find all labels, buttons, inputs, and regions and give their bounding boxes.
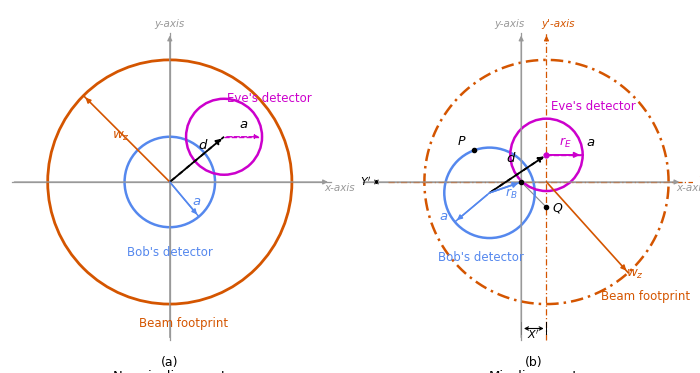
Text: $\mathbf{\mathit{P}}$: $\mathbf{\mathit{P}}$ xyxy=(456,135,466,148)
Text: y-axis: y-axis xyxy=(494,19,524,29)
Text: Beam footprint: Beam footprint xyxy=(139,317,228,330)
Text: $d$: $d$ xyxy=(506,151,517,165)
Text: x'-axis: x'-axis xyxy=(699,169,700,179)
Text: No misalignment: No misalignment xyxy=(113,370,226,373)
Text: (b): (b) xyxy=(525,355,542,369)
Text: $a$: $a$ xyxy=(239,118,248,131)
Text: $d$: $d$ xyxy=(198,138,209,153)
Text: $a$: $a$ xyxy=(586,136,596,149)
Text: Bob's detector: Bob's detector xyxy=(438,251,524,264)
Text: Beam footprint: Beam footprint xyxy=(601,289,690,303)
Text: Misalignment: Misalignment xyxy=(489,370,579,373)
Text: Eve's detector: Eve's detector xyxy=(551,100,636,113)
Text: y-axis: y-axis xyxy=(155,19,185,29)
Text: x-axis: x-axis xyxy=(325,183,355,193)
Text: $w_z$: $w_z$ xyxy=(626,268,645,281)
Text: x-axis: x-axis xyxy=(676,183,700,193)
Text: Eve's detector: Eve's detector xyxy=(227,93,312,106)
Text: $a$: $a$ xyxy=(440,210,449,223)
Text: $a$: $a$ xyxy=(192,195,201,207)
Text: $\mathbf{\mathit{Q}}$: $\mathbf{\mathit{Q}}$ xyxy=(552,201,563,215)
Text: $w_z$: $w_z$ xyxy=(112,129,130,142)
Text: $X'$: $X'$ xyxy=(527,328,540,341)
Text: $Y'$: $Y'$ xyxy=(360,175,372,188)
Text: $r_E$: $r_E$ xyxy=(559,136,572,150)
Text: (a): (a) xyxy=(161,355,178,369)
Text: $r_B$: $r_B$ xyxy=(505,187,517,201)
Text: y'-axis: y'-axis xyxy=(542,19,575,29)
Text: Bob's detector: Bob's detector xyxy=(127,246,213,259)
